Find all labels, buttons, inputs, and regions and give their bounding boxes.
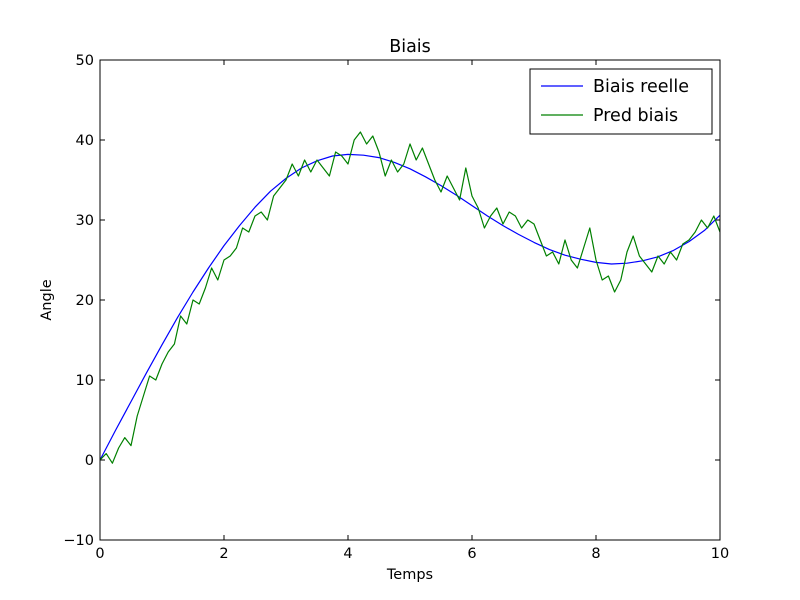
y-axis-label: Angle	[39, 279, 55, 320]
y-tick-label: 30	[76, 213, 94, 229]
x-axis-label: Temps	[386, 567, 433, 583]
y-tick-label: 0	[85, 453, 94, 469]
y-tick-label: 40	[76, 133, 94, 149]
legend-box	[529, 68, 713, 135]
legend-label-biais-reelle: Biais reelle	[593, 77, 689, 97]
x-tick-label: 0	[95, 546, 104, 562]
series-line-pred-biais	[100, 131, 720, 464]
series-line-biais-reelle	[100, 153, 720, 461]
series-layer	[100, 131, 720, 464]
y-tick-label: 50	[76, 53, 94, 69]
y-tick-label: −10	[63, 533, 94, 549]
x-tick-label: 4	[343, 546, 352, 562]
plot-area	[100, 60, 720, 540]
y-tick-label: 10	[76, 373, 94, 389]
y-tick-label: 20	[76, 293, 94, 309]
legend-label-pred-biais: Pred biais	[593, 106, 678, 126]
plot-frame	[99, 59, 721, 541]
x-tick-label: 8	[591, 546, 600, 562]
x-tick-label: 2	[219, 546, 228, 562]
x-tick-label: 6	[467, 546, 476, 562]
x-tick-label: 10	[711, 546, 729, 562]
chart-title: Biais	[389, 37, 431, 57]
legend: Biais reelle Pred biais	[529, 68, 713, 135]
